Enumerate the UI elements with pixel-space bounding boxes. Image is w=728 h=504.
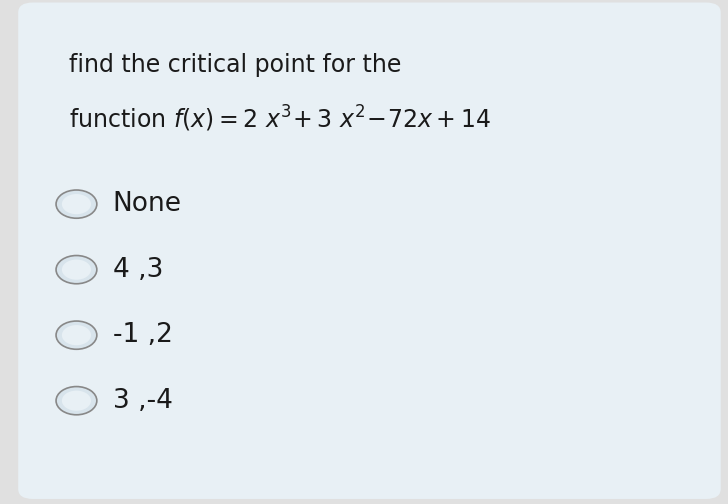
Circle shape (56, 190, 97, 218)
Text: find the critical point for the: find the critical point for the (69, 53, 402, 77)
Circle shape (62, 325, 91, 345)
Circle shape (56, 387, 97, 415)
Text: -1 ,2: -1 ,2 (113, 322, 173, 348)
Circle shape (56, 256, 97, 284)
Text: None: None (113, 191, 182, 217)
FancyBboxPatch shape (18, 3, 721, 499)
Text: 4 ,3: 4 ,3 (113, 257, 163, 283)
Circle shape (62, 260, 91, 280)
Circle shape (56, 321, 97, 349)
Text: function $\mathit{f}(x)=2\ x^3\!+3\ x^2\!-\!72x+14$: function $\mathit{f}(x)=2\ x^3\!+3\ x^2\… (69, 103, 491, 134)
Circle shape (62, 194, 91, 214)
Text: 3 ,-4: 3 ,-4 (113, 388, 173, 414)
Circle shape (62, 391, 91, 411)
